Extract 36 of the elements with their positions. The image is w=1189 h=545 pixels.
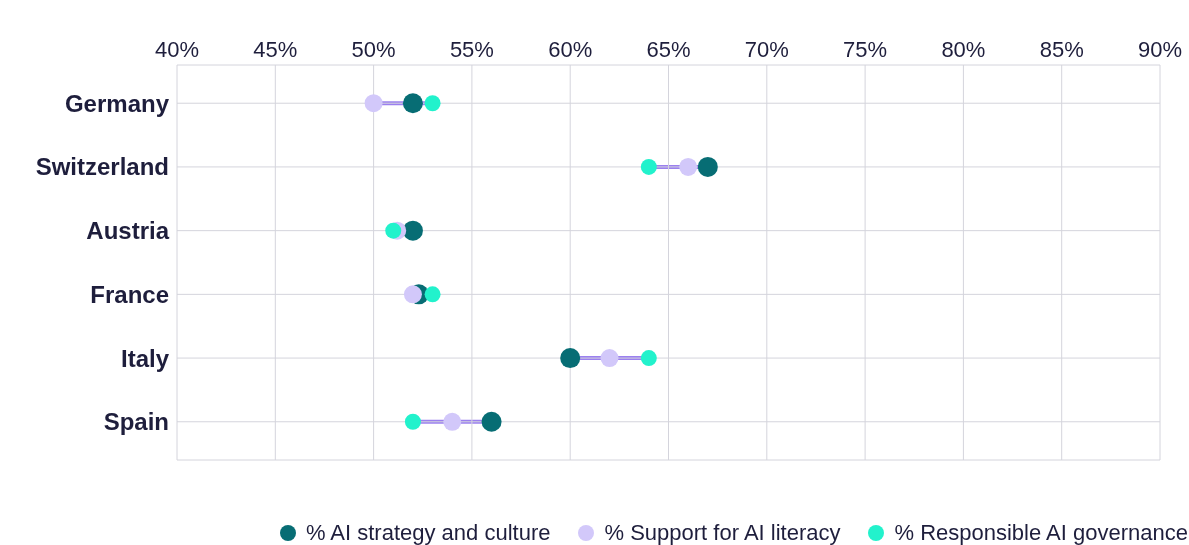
x-tick-label: 55%	[449, 37, 494, 62]
legend-label: % Support for AI literacy	[604, 520, 841, 545]
point	[404, 413, 421, 430]
point	[403, 285, 422, 304]
y-tick-label: France	[90, 280, 169, 308]
point	[402, 93, 423, 114]
point	[640, 350, 657, 367]
x-tick-label: 70%	[744, 37, 789, 62]
point	[424, 286, 441, 303]
y-tick-label: Austria	[86, 217, 170, 245]
x-tick-label: 65%	[646, 37, 691, 62]
point	[364, 94, 383, 113]
point	[560, 348, 581, 369]
x-tick-label: 85%	[1039, 37, 1084, 62]
point	[424, 95, 441, 112]
point	[402, 220, 423, 241]
x-tick-label: 60%	[548, 37, 593, 62]
point	[385, 222, 402, 239]
y-tick-label: Italy	[120, 344, 170, 372]
x-tick-label: 90%	[1137, 37, 1183, 62]
point	[443, 412, 462, 431]
point	[679, 157, 698, 176]
y-tick-label: Spain	[103, 408, 169, 436]
y-tick-label: Switzerland	[35, 153, 169, 181]
point	[600, 349, 619, 368]
y-tick-label: Germany	[64, 89, 170, 117]
x-tick-label: 45%	[253, 37, 298, 62]
x-tick-label: 75%	[843, 37, 888, 62]
x-tick-label: 80%	[941, 37, 986, 62]
x-tick-label: 50%	[351, 37, 396, 62]
point	[481, 411, 502, 432]
point	[697, 156, 718, 177]
legend-label: % Responsible AI governance	[894, 520, 1188, 545]
x-tick-label: 40%	[154, 37, 200, 62]
point	[640, 158, 657, 175]
legend-label: % AI strategy and culture	[305, 520, 551, 545]
